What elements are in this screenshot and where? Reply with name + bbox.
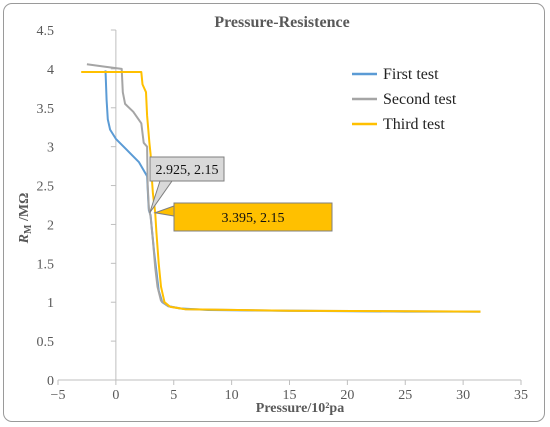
y-tick-label: 2.5: [37, 180, 55, 195]
y-tick-label: 3.5: [37, 102, 55, 117]
y-tick-label: 4.5: [37, 24, 55, 39]
y-axis-label: RM /MΩ: [17, 193, 34, 245]
callout-third-box: [173, 202, 333, 232]
callout-first-box: [149, 156, 225, 182]
y-tick-label: 1.5: [37, 257, 55, 272]
y-axis-label-rest: /MΩ: [17, 193, 32, 225]
x-tick-label: 30: [456, 388, 470, 403]
legend-label-2: Second test: [383, 91, 457, 108]
callout-third-pointer: [153, 205, 175, 217]
callout-third-label: 3.395, 2.15: [222, 211, 285, 226]
x-tick-label: 25: [398, 388, 412, 403]
x-tick-label: 5: [170, 388, 177, 403]
x-tick-label: 20: [340, 388, 354, 403]
y-tick-label: 4: [47, 63, 54, 78]
callout-first: 2.925, 2.15: [149, 156, 225, 214]
x-tick-label: −5: [51, 388, 66, 403]
y-tick-label: 3: [47, 141, 54, 156]
y-tick-labels: 0 0.5 1 1.5 2 2.5 3 3.5 4 4.5: [37, 24, 55, 389]
x-axis-label: Pressure/10²pa: [256, 401, 344, 416]
x-tick-label: 10: [225, 388, 239, 403]
legend-label-1: First test: [383, 66, 439, 83]
y-tick-label: 0: [47, 374, 54, 389]
legend: First test Second test Third test: [352, 66, 457, 133]
y-axis-label-main: R: [17, 234, 32, 244]
x-tick-label: 0: [112, 388, 119, 403]
x-tick-label: 35: [514, 388, 528, 403]
callouts: 2.925, 2.15 3.395, 2.15: [149, 156, 333, 232]
y-tick-label: 0.5: [37, 335, 55, 350]
y-tick-label: 2: [47, 218, 54, 233]
callout-first-label: 2.925, 2.15: [156, 163, 219, 178]
y-tick-label: 1: [47, 296, 54, 311]
x-tick-label: 15: [283, 388, 297, 403]
legend-label-3: Third test: [383, 116, 445, 133]
chart-title: Pressure-Resistence: [214, 14, 349, 31]
callout-third: 3.395, 2.15: [153, 202, 333, 232]
axes: [57, 29, 522, 385]
x-tick-labels: −5 0 5 10 15 20 25 30 35: [51, 388, 528, 403]
y-axis-label-sub: M: [23, 224, 34, 234]
